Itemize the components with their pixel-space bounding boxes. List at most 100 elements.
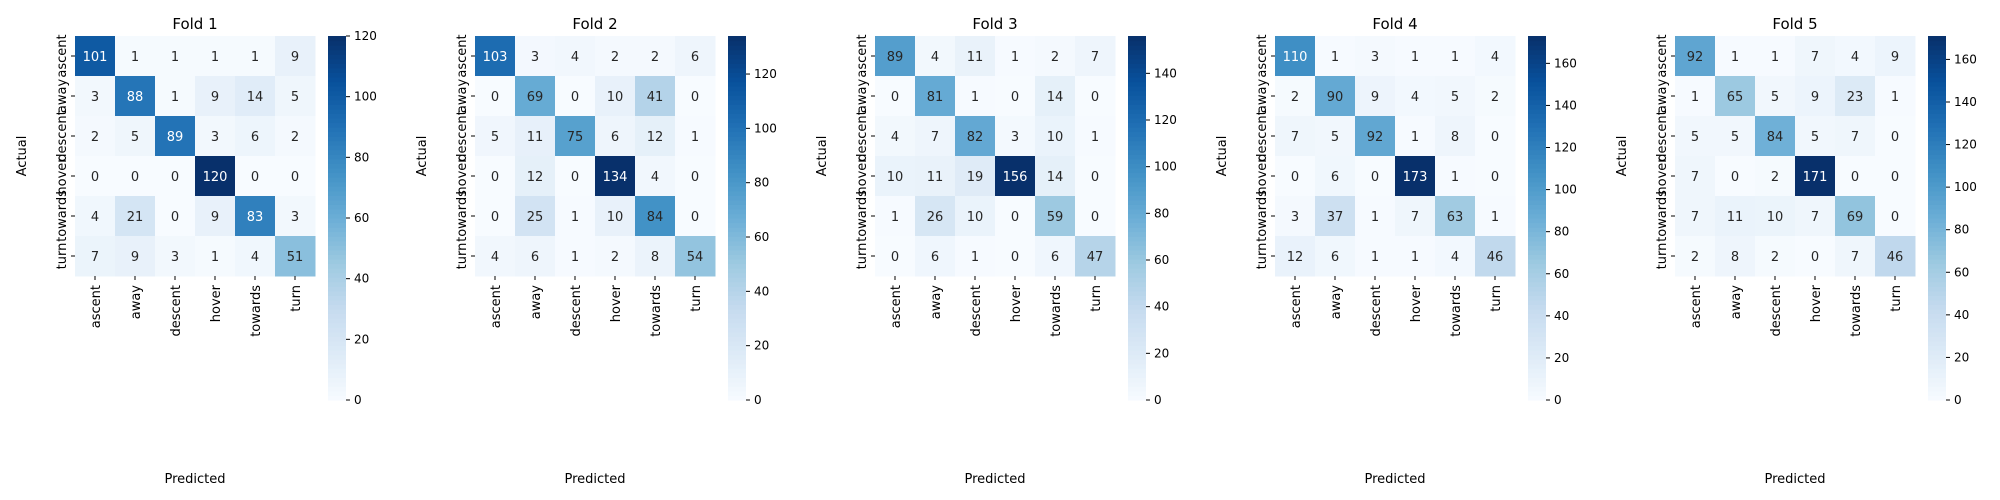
colorbar-segment (1128, 195, 1146, 201)
cell-value-label: 7 (1691, 170, 1699, 185)
colorbar-tick-label: 80 (1954, 223, 1969, 237)
x-tick-label: away (1329, 285, 1344, 320)
colorbar-segment (1128, 258, 1146, 265)
cell-value-label: 0 (1011, 210, 1019, 225)
heatmap-cell (995, 36, 1036, 77)
heatmap-cell (1475, 116, 1516, 157)
colorbar-segment (1528, 190, 1546, 196)
colorbar-segment (1128, 158, 1146, 164)
colorbar-tick-label: 0 (1554, 393, 1562, 407)
heatmap-cell (1075, 196, 1116, 237)
colorbar-segment (1928, 249, 1946, 255)
cell-value-label: 6 (1331, 250, 1339, 265)
colorbar-segment (1128, 309, 1146, 315)
cell-value-label: 1 (1411, 50, 1419, 65)
colorbar-segment (328, 386, 346, 392)
x-tick-label: away (1729, 285, 1744, 320)
y-tick-label: away (1255, 79, 1270, 114)
cell-value-label: 1 (1411, 250, 1419, 265)
cell-value-label: 1 (1011, 50, 1019, 65)
colorbar-segment (1528, 395, 1546, 401)
x-axis-label: Predicted (1764, 472, 1825, 487)
colorbar-segment (328, 390, 346, 397)
heatmap-cell (595, 196, 636, 237)
heatmap-cell (235, 196, 276, 237)
colorbar-tick-label: 20 (1554, 351, 1569, 365)
heatmap-cell (155, 156, 196, 197)
cell-value-label: 14 (1047, 170, 1064, 185)
cell-value-label: 110 (1283, 50, 1308, 65)
colorbar-segment (328, 95, 346, 101)
heatmap-cell (1435, 116, 1476, 157)
cell-value-label: 0 (171, 170, 179, 185)
heatmap-cell (1315, 76, 1356, 117)
colorbar-segment (728, 249, 746, 255)
colorbar-segment (1128, 386, 1146, 392)
cell-value-label: 0 (891, 90, 899, 105)
heatmap-cell (1075, 236, 1116, 277)
colorbar-segment (728, 186, 746, 192)
y-tick-label: towards (1255, 190, 1270, 242)
cell-value-label: 46 (1887, 250, 1904, 265)
colorbar-segment (728, 318, 746, 324)
colorbar-segment (328, 149, 346, 155)
colorbar-segment (728, 322, 746, 328)
cell-value-label: 1 (1451, 50, 1459, 65)
colorbar-segment (1528, 108, 1546, 114)
colorbar-segment (1528, 295, 1546, 301)
colorbar-segment (728, 286, 746, 292)
colorbar-segment (328, 359, 346, 365)
cell-value-label: 0 (1491, 130, 1499, 145)
colorbar-segment (328, 368, 346, 374)
heatmap-cell (1675, 196, 1716, 237)
cell-value-label: 0 (491, 170, 499, 185)
heatmap-cell (1395, 236, 1436, 277)
y-axis-label: Actual (415, 136, 430, 177)
heatmap-cell (1035, 76, 1076, 117)
colorbar-segment (1528, 299, 1546, 306)
y-tick-label: descent (1655, 110, 1670, 162)
heatmap-cell (875, 156, 916, 197)
y-tick-label: towards (55, 190, 70, 242)
x-tick-label: descent (169, 285, 184, 337)
cell-value-label: 88 (127, 90, 144, 105)
cell-value-label: 2 (1771, 250, 1779, 265)
cell-value-label: 8 (1731, 250, 1739, 265)
heatmap-cell (555, 116, 596, 157)
heatmap-cell (515, 236, 556, 277)
cell-value-label: 1 (1371, 250, 1379, 265)
colorbar-segment (1128, 167, 1146, 174)
cell-value-label: 0 (1291, 170, 1299, 185)
x-tick-label: towards (249, 285, 264, 337)
cell-value-label: 7 (1811, 50, 1819, 65)
cell-value-label: 6 (1051, 250, 1059, 265)
colorbar-segment (1928, 318, 1946, 324)
colorbar-segment (328, 104, 346, 110)
colorbar-segment (328, 177, 346, 183)
colorbar-segment (1528, 372, 1546, 378)
cell-value-label: 1 (171, 90, 179, 105)
heatmap-cell (1795, 236, 1836, 277)
colorbar-segment (728, 136, 746, 142)
colorbar-segment (1928, 236, 1946, 242)
heatmap-cell (1675, 36, 1716, 77)
cell-value-label: 46 (1487, 250, 1504, 265)
colorbar-segment (1528, 281, 1546, 287)
colorbar-segment (1528, 63, 1546, 69)
colorbar-segment (1928, 313, 1946, 319)
cell-value-label: 3 (211, 130, 219, 145)
x-tick-label: hover (1409, 284, 1424, 322)
y-tick-label: turn (855, 243, 870, 270)
colorbar-segment (1128, 67, 1146, 73)
cell-value-label: 5 (1811, 130, 1819, 145)
colorbar-segment (1528, 208, 1546, 215)
colorbar-segment (1528, 104, 1546, 110)
heatmap-cell (595, 156, 636, 197)
heatmap-cell (1755, 116, 1796, 157)
heatmap-cell (115, 116, 156, 157)
colorbar-segment (1528, 117, 1546, 124)
colorbar-segment (1928, 390, 1946, 397)
heatmap-cell (1355, 76, 1396, 117)
colorbar-segment (1128, 240, 1146, 246)
colorbar-segment (1128, 177, 1146, 183)
